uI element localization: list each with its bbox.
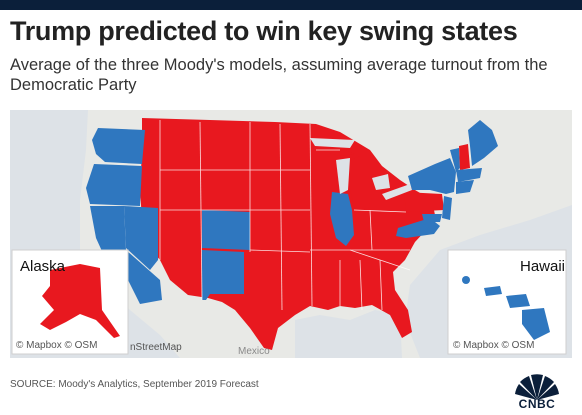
basemap-mexico-label: Mexico (238, 346, 270, 357)
lake-erie (382, 184, 412, 200)
state-maryland-delaware (422, 214, 442, 222)
peacock-icon (515, 374, 559, 400)
state-borders (159, 120, 411, 311)
chart-subtitle: Average of the three Moody's models, ass… (10, 56, 548, 94)
state-new-mexico (202, 250, 244, 300)
lake-michigan (336, 158, 350, 194)
state-massachusetts (456, 168, 482, 182)
lake-superior (310, 138, 355, 148)
hawaii-inset (447, 249, 567, 355)
hawaii-label: Hawaii (520, 258, 566, 275)
basemap-streetmap-label: nStreetMap (130, 342, 182, 353)
state-colorado (202, 210, 250, 250)
cnbc-logo-text: CNBC (518, 397, 556, 411)
alaska-label: Alaska (20, 258, 66, 275)
top-brand-bar (0, 0, 582, 10)
state-alaska (40, 264, 120, 338)
state-washington (92, 128, 145, 164)
state-connecticut-rhode-island (456, 180, 474, 194)
state-new-york (408, 158, 456, 194)
state-new-jersey (442, 196, 452, 220)
island-hawaii (522, 308, 550, 340)
state-virginia (396, 218, 440, 238)
state-nevada (124, 206, 158, 270)
alaska-inset (11, 249, 129, 355)
alaska-attribution: © Mapbox © OSM (16, 340, 98, 351)
state-maine (468, 120, 498, 166)
us-election-map: Alaska © Mapbox © OSM Hawaii © Mapbox © … (10, 110, 572, 358)
lake-huron (372, 174, 390, 190)
source-note: SOURCE: Moody's Analytics, September 201… (10, 379, 259, 390)
state-illinois (330, 192, 354, 246)
island-maui (506, 294, 530, 308)
state-new-hampshire (459, 144, 470, 170)
state-pennsylvania (404, 192, 444, 212)
island-kauai (462, 276, 470, 284)
state-michigan (346, 156, 375, 210)
state-oregon (86, 164, 142, 206)
chart-title: Trump predicted to win key swing states (10, 16, 518, 46)
map-svg (10, 110, 572, 358)
hawaii-attribution: © Mapbox © OSM (453, 340, 535, 351)
gulf-of-mexico (295, 310, 402, 358)
island-oahu (484, 286, 502, 296)
state-vermont (450, 148, 460, 172)
